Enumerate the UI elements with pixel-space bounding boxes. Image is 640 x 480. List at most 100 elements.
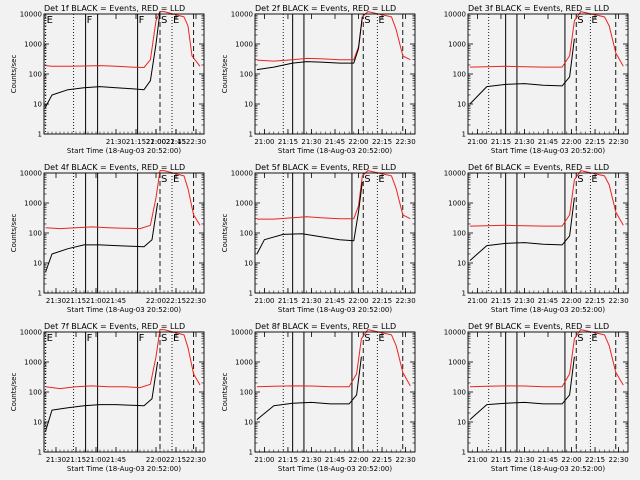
y-tick-label: 10: [33, 419, 42, 427]
series-group: [469, 329, 624, 420]
series-line-lld: [45, 170, 201, 230]
x-tick-label: 21:00: [254, 456, 274, 464]
x-axis-label: Start Time (18-Aug-03 20:52:00): [278, 306, 392, 314]
plot-frame: [254, 172, 416, 294]
y-tick-label: 10000: [231, 11, 253, 19]
y-tick-label: 10: [457, 260, 466, 268]
series-group: [256, 170, 411, 255]
series-line-lld: [45, 329, 201, 390]
y-axis-label: Counts/sec: [10, 373, 18, 412]
x-tick-label: 21:45: [325, 138, 345, 146]
y-axis-label: Counts/sec: [10, 55, 18, 94]
x-tick-label: 21:30: [514, 297, 534, 305]
series-line-lld: [45, 11, 201, 68]
x-tick-label: 21:00: [467, 297, 487, 305]
y-tick-label: 10: [244, 419, 253, 427]
x-tick-label: 22:00: [348, 456, 368, 464]
plot-frame: [43, 13, 205, 135]
x-tick-label: 21:45: [538, 456, 558, 464]
x-tick-label: 21:00: [254, 138, 274, 146]
chart-title: Det 3f BLACK = Events, RED = LLD: [468, 4, 609, 13]
x-tick-label: 22:30: [608, 456, 628, 464]
series-line-events: [45, 361, 159, 432]
chart-panel-det-5f: Det 5f BLACK = Events, RED = LLD Counts/s…: [221, 163, 416, 314]
y-tick-label: 10: [33, 101, 42, 109]
x-tick-label: 21:45: [106, 297, 126, 305]
event-marker-label: E: [378, 15, 384, 26]
y-tick-label: 1: [249, 290, 253, 298]
x-tick-label: 22:15: [585, 456, 605, 464]
event-marker-label: S: [364, 15, 370, 26]
y-tick-label: 100: [453, 71, 466, 79]
x-tick-label: 21:30: [301, 138, 321, 146]
x-axis-label: Start Time (18-Aug-03 20:52:00): [67, 465, 181, 473]
chart-title: Det 8f BLACK = Events, RED = LLD: [255, 322, 396, 331]
x-tick-label: 22:15: [372, 297, 392, 305]
y-tick-label: 10: [457, 101, 466, 109]
y-tick-label: 10000: [444, 329, 466, 337]
plot-frame: [254, 13, 416, 135]
y-tick-label: 100: [29, 230, 42, 238]
y-tick-label: 1: [38, 449, 42, 457]
x-tick-label: 21:00: [86, 297, 106, 305]
x-tick-label: 22:00: [348, 138, 368, 146]
x-axis-label: Start Time (18-Aug-03 20:52:00): [278, 465, 392, 473]
series-line-events: [45, 202, 159, 273]
x-tick-label: 22:00: [146, 456, 166, 464]
x-tick-label: 22:15: [166, 297, 186, 305]
x-tick-label: 22:30: [395, 297, 415, 305]
chart-panel-det-2f: Det 2f BLACK = Events, RED = LLD Counts/s…: [221, 4, 416, 155]
event-marker-label: S: [161, 174, 167, 185]
x-axis-label: Start Time (18-Aug-03 20:52:00): [491, 147, 605, 155]
y-axis-label: Counts/sec: [10, 214, 18, 253]
plot-frame: [43, 331, 205, 453]
y-tick-label: 10000: [444, 170, 466, 178]
x-tick-label: 22:15: [166, 456, 186, 464]
y-axis-label: Counts/sec: [221, 55, 229, 94]
x-tick-label: 21:15: [491, 456, 511, 464]
series-line-events: [469, 38, 575, 105]
series-group: [45, 329, 201, 432]
x-tick-label: 21:15: [66, 297, 86, 305]
y-tick-label: 100: [240, 230, 253, 238]
y-tick-label: 10000: [231, 329, 253, 337]
x-tick-label: 22:15: [166, 138, 186, 146]
y-tick-label: 1000: [24, 200, 42, 208]
y-tick-label: 10000: [231, 170, 253, 178]
series-group: [256, 11, 411, 71]
y-tick-label: 10000: [20, 170, 42, 178]
series-group: [256, 329, 411, 420]
chart-title: Det 4f BLACK = Events, RED = LLD: [44, 163, 185, 172]
chart-panel-det-7f: Det 7f BLACK = Events, RED = LLD Counts/s…: [10, 322, 206, 473]
event-marker-label: E: [378, 174, 384, 185]
x-tick-label: 21:15: [278, 297, 298, 305]
series-group: [45, 170, 201, 273]
x-tick-label: 22:30: [395, 138, 415, 146]
x-axis-label: Start Time (18-Aug-03 20:52:00): [491, 465, 605, 473]
event-marker-label: F: [87, 15, 93, 26]
x-tick-label: 21:15: [278, 456, 298, 464]
x-tick-label: 22:15: [372, 138, 392, 146]
x-tick-label: 21:15: [491, 138, 511, 146]
chart-title: Det 6f BLACK = Events, RED = LLD: [468, 163, 609, 172]
x-tick-label: 22:30: [186, 456, 206, 464]
series-line-lld: [469, 11, 624, 68]
event-marker-label: S: [577, 174, 583, 185]
x-tick-label: 22:30: [608, 138, 628, 146]
event-marker-label: E: [173, 15, 179, 26]
x-tick-label: 21:30: [301, 456, 321, 464]
series-group: [469, 11, 624, 105]
event-marker-label: S: [364, 333, 370, 344]
chart-title: Det 1f BLACK = Events, RED = LLD: [44, 4, 185, 13]
chart-title: Det 7f BLACK = Events, RED = LLD: [44, 322, 185, 331]
chart-panel-det-3f: Det 3f BLACK = Events, RED = LLD Start Ti…: [444, 4, 629, 155]
x-tick-label: 22:30: [608, 297, 628, 305]
series-line-events: [45, 11, 161, 108]
event-marker-label: S: [161, 333, 167, 344]
x-tick-label: 22:30: [395, 456, 415, 464]
event-marker-label: F: [139, 333, 145, 344]
y-tick-label: 1000: [448, 41, 466, 49]
y-tick-label: 1: [462, 131, 466, 139]
series-line-lld: [256, 329, 411, 388]
y-tick-label: 100: [453, 389, 466, 397]
